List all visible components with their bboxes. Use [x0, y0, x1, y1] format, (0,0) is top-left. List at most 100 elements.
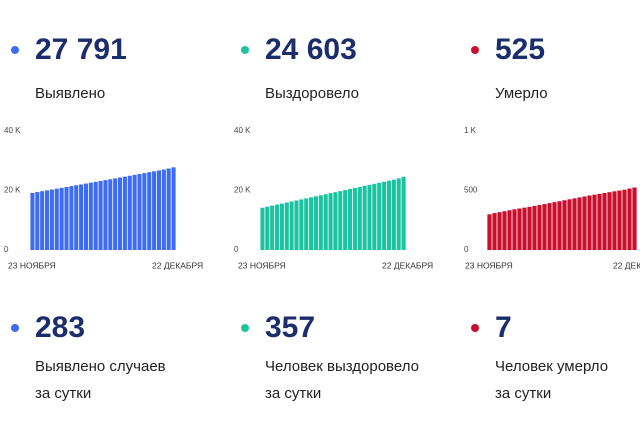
bar — [54, 188, 59, 250]
bar — [318, 195, 323, 250]
bar — [93, 181, 98, 250]
bar — [362, 185, 367, 250]
bar — [552, 202, 557, 250]
x-tick-label: 22 ДЕКАБРЯ — [382, 260, 433, 270]
bar — [587, 195, 592, 250]
bar — [299, 199, 304, 250]
status-dot — [471, 324, 479, 332]
bar — [49, 189, 54, 250]
bar — [127, 175, 132, 250]
bar — [487, 214, 492, 250]
bar — [294, 200, 299, 250]
y-tick-label: 40 K — [4, 126, 21, 135]
bar — [343, 190, 348, 250]
bar — [132, 174, 137, 250]
bar — [147, 172, 152, 250]
bar — [357, 186, 362, 250]
y-tick-label: 1 K — [464, 126, 477, 135]
bar — [537, 205, 542, 250]
x-tick-label: 23 НОЯБРЯ — [238, 260, 286, 270]
y-tick-label: 20 K — [4, 186, 21, 195]
bar — [382, 181, 387, 250]
bar — [577, 197, 582, 250]
bar — [166, 168, 171, 250]
daily-value: 7 — [495, 311, 512, 344]
bar — [377, 182, 382, 250]
bar — [171, 167, 176, 250]
total-value: 27 791 — [35, 33, 127, 66]
bar — [309, 197, 314, 250]
bar — [137, 173, 142, 250]
bar — [260, 207, 265, 250]
bar — [507, 210, 512, 250]
bar — [59, 187, 64, 250]
bar — [265, 206, 270, 250]
bar — [492, 213, 497, 250]
bar — [547, 203, 552, 250]
bar — [582, 196, 587, 250]
daily-label: за сутки — [35, 385, 91, 402]
bar — [391, 179, 396, 250]
bar — [607, 192, 612, 250]
bar — [348, 189, 353, 250]
bar — [352, 187, 357, 250]
bar — [64, 186, 69, 250]
bar — [88, 182, 93, 250]
bar — [542, 204, 547, 250]
status-dot — [11, 324, 19, 332]
y-tick-label: 40 K — [234, 126, 251, 135]
bar — [338, 191, 343, 250]
daily-label: за сутки — [265, 385, 321, 402]
daily-label: Человек выздоровело — [265, 358, 419, 375]
y-tick-label: 20 K — [234, 186, 251, 195]
x-tick-label: 23 НОЯБРЯ — [8, 260, 56, 270]
daily-label: за сутки — [495, 385, 551, 402]
total-label: Выявлено — [35, 85, 105, 102]
bar — [512, 209, 517, 250]
bar — [103, 180, 108, 250]
bar — [30, 192, 35, 250]
bar — [323, 194, 328, 250]
bar — [592, 194, 597, 250]
bar — [627, 188, 632, 250]
bar — [279, 203, 284, 250]
status-dot — [241, 324, 249, 332]
total-value: 525 — [495, 33, 545, 66]
bar — [270, 205, 275, 250]
y-tick-label: 0 — [4, 245, 9, 254]
bar — [497, 212, 502, 250]
status-dot — [241, 46, 249, 54]
bar — [562, 200, 567, 250]
bar — [632, 187, 637, 250]
bar — [74, 185, 79, 250]
bar — [304, 198, 309, 250]
total-label: Умерло — [495, 85, 548, 102]
bar — [161, 169, 166, 250]
bar — [333, 192, 338, 250]
bar — [284, 202, 289, 250]
bar — [372, 183, 377, 250]
bar — [401, 176, 406, 250]
bar — [622, 189, 627, 250]
bar — [40, 191, 45, 250]
y-tick-label: 500 — [464, 186, 478, 195]
status-dot — [11, 46, 19, 54]
bar — [108, 179, 113, 250]
bar — [502, 211, 507, 250]
bar — [83, 183, 88, 250]
bar — [142, 173, 147, 250]
bar — [122, 176, 127, 250]
bar — [567, 199, 572, 250]
bar — [522, 207, 527, 250]
x-tick-label: 23 НОЯБРЯ — [465, 260, 513, 270]
bar — [612, 191, 617, 250]
bar — [118, 177, 123, 250]
bar — [386, 180, 391, 250]
bar — [617, 190, 622, 250]
bar — [602, 192, 607, 250]
bar — [35, 192, 40, 250]
bar — [557, 201, 562, 250]
bar — [289, 201, 294, 250]
x-tick-label: 22 ДЕКАБРЯ — [152, 260, 203, 270]
bar — [275, 204, 280, 250]
